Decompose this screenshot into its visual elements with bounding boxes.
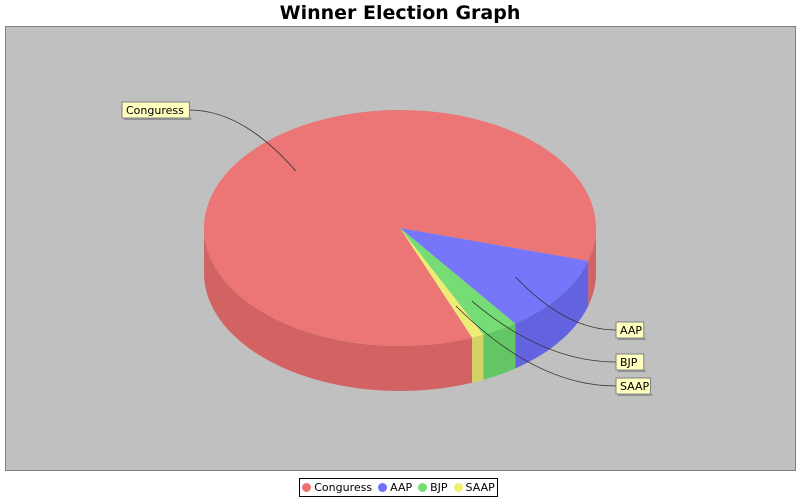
legend-label-aap: AAP <box>390 481 413 494</box>
label-shadow-bjp <box>618 370 646 372</box>
legend: Conguress AAP BJP SAAP <box>299 478 498 497</box>
legend-swatch-bjp <box>418 483 428 492</box>
legend-item-conguress: Conguress <box>302 481 372 494</box>
pie-side-conguress <box>204 230 473 391</box>
label-shadow-conguress <box>124 118 192 120</box>
pie-side-saap <box>472 334 484 383</box>
label-text-bjp: BJP <box>620 356 638 369</box>
legend-swatch-saap <box>453 483 463 492</box>
label-shadow-aap <box>618 338 646 340</box>
pie-tops <box>204 109 597 346</box>
legend-label-bjp: BJP <box>430 481 448 494</box>
label-text-conguress: Conguress <box>126 104 184 117</box>
leader-line-conguress <box>189 109 296 172</box>
legend-item-aap: AAP <box>378 481 412 494</box>
legend-item-bjp: BJP <box>418 481 448 494</box>
legend-label-conguress: Conguress <box>314 481 373 494</box>
legend-swatch-aap <box>378 483 388 492</box>
pie-side-aap <box>515 260 589 369</box>
leader-line-bjp <box>471 300 617 363</box>
legend-item-saap: SAAP <box>453 481 495 494</box>
pie-side-conguress <box>588 229 596 306</box>
pie-slice-aap <box>400 228 589 324</box>
label-text-saap: SAAP <box>620 380 650 393</box>
pie-slice-conguress <box>204 109 597 346</box>
pie-sides <box>204 229 596 391</box>
pie-slice-bjp <box>400 228 516 335</box>
leader-line-aap <box>515 276 617 331</box>
label-shadow-saap <box>618 394 653 396</box>
legend-swatch-conguress <box>302 483 312 492</box>
pie-labels: Conguress AAP BJP SAAP <box>121 101 653 396</box>
leader-line-saap <box>455 305 617 387</box>
label-text-aap: AAP <box>620 324 642 337</box>
chart-title: Winner Election Graph <box>279 2 521 24</box>
legend-label-saap: SAAP <box>465 481 495 494</box>
pie-slice-saap <box>400 228 484 338</box>
